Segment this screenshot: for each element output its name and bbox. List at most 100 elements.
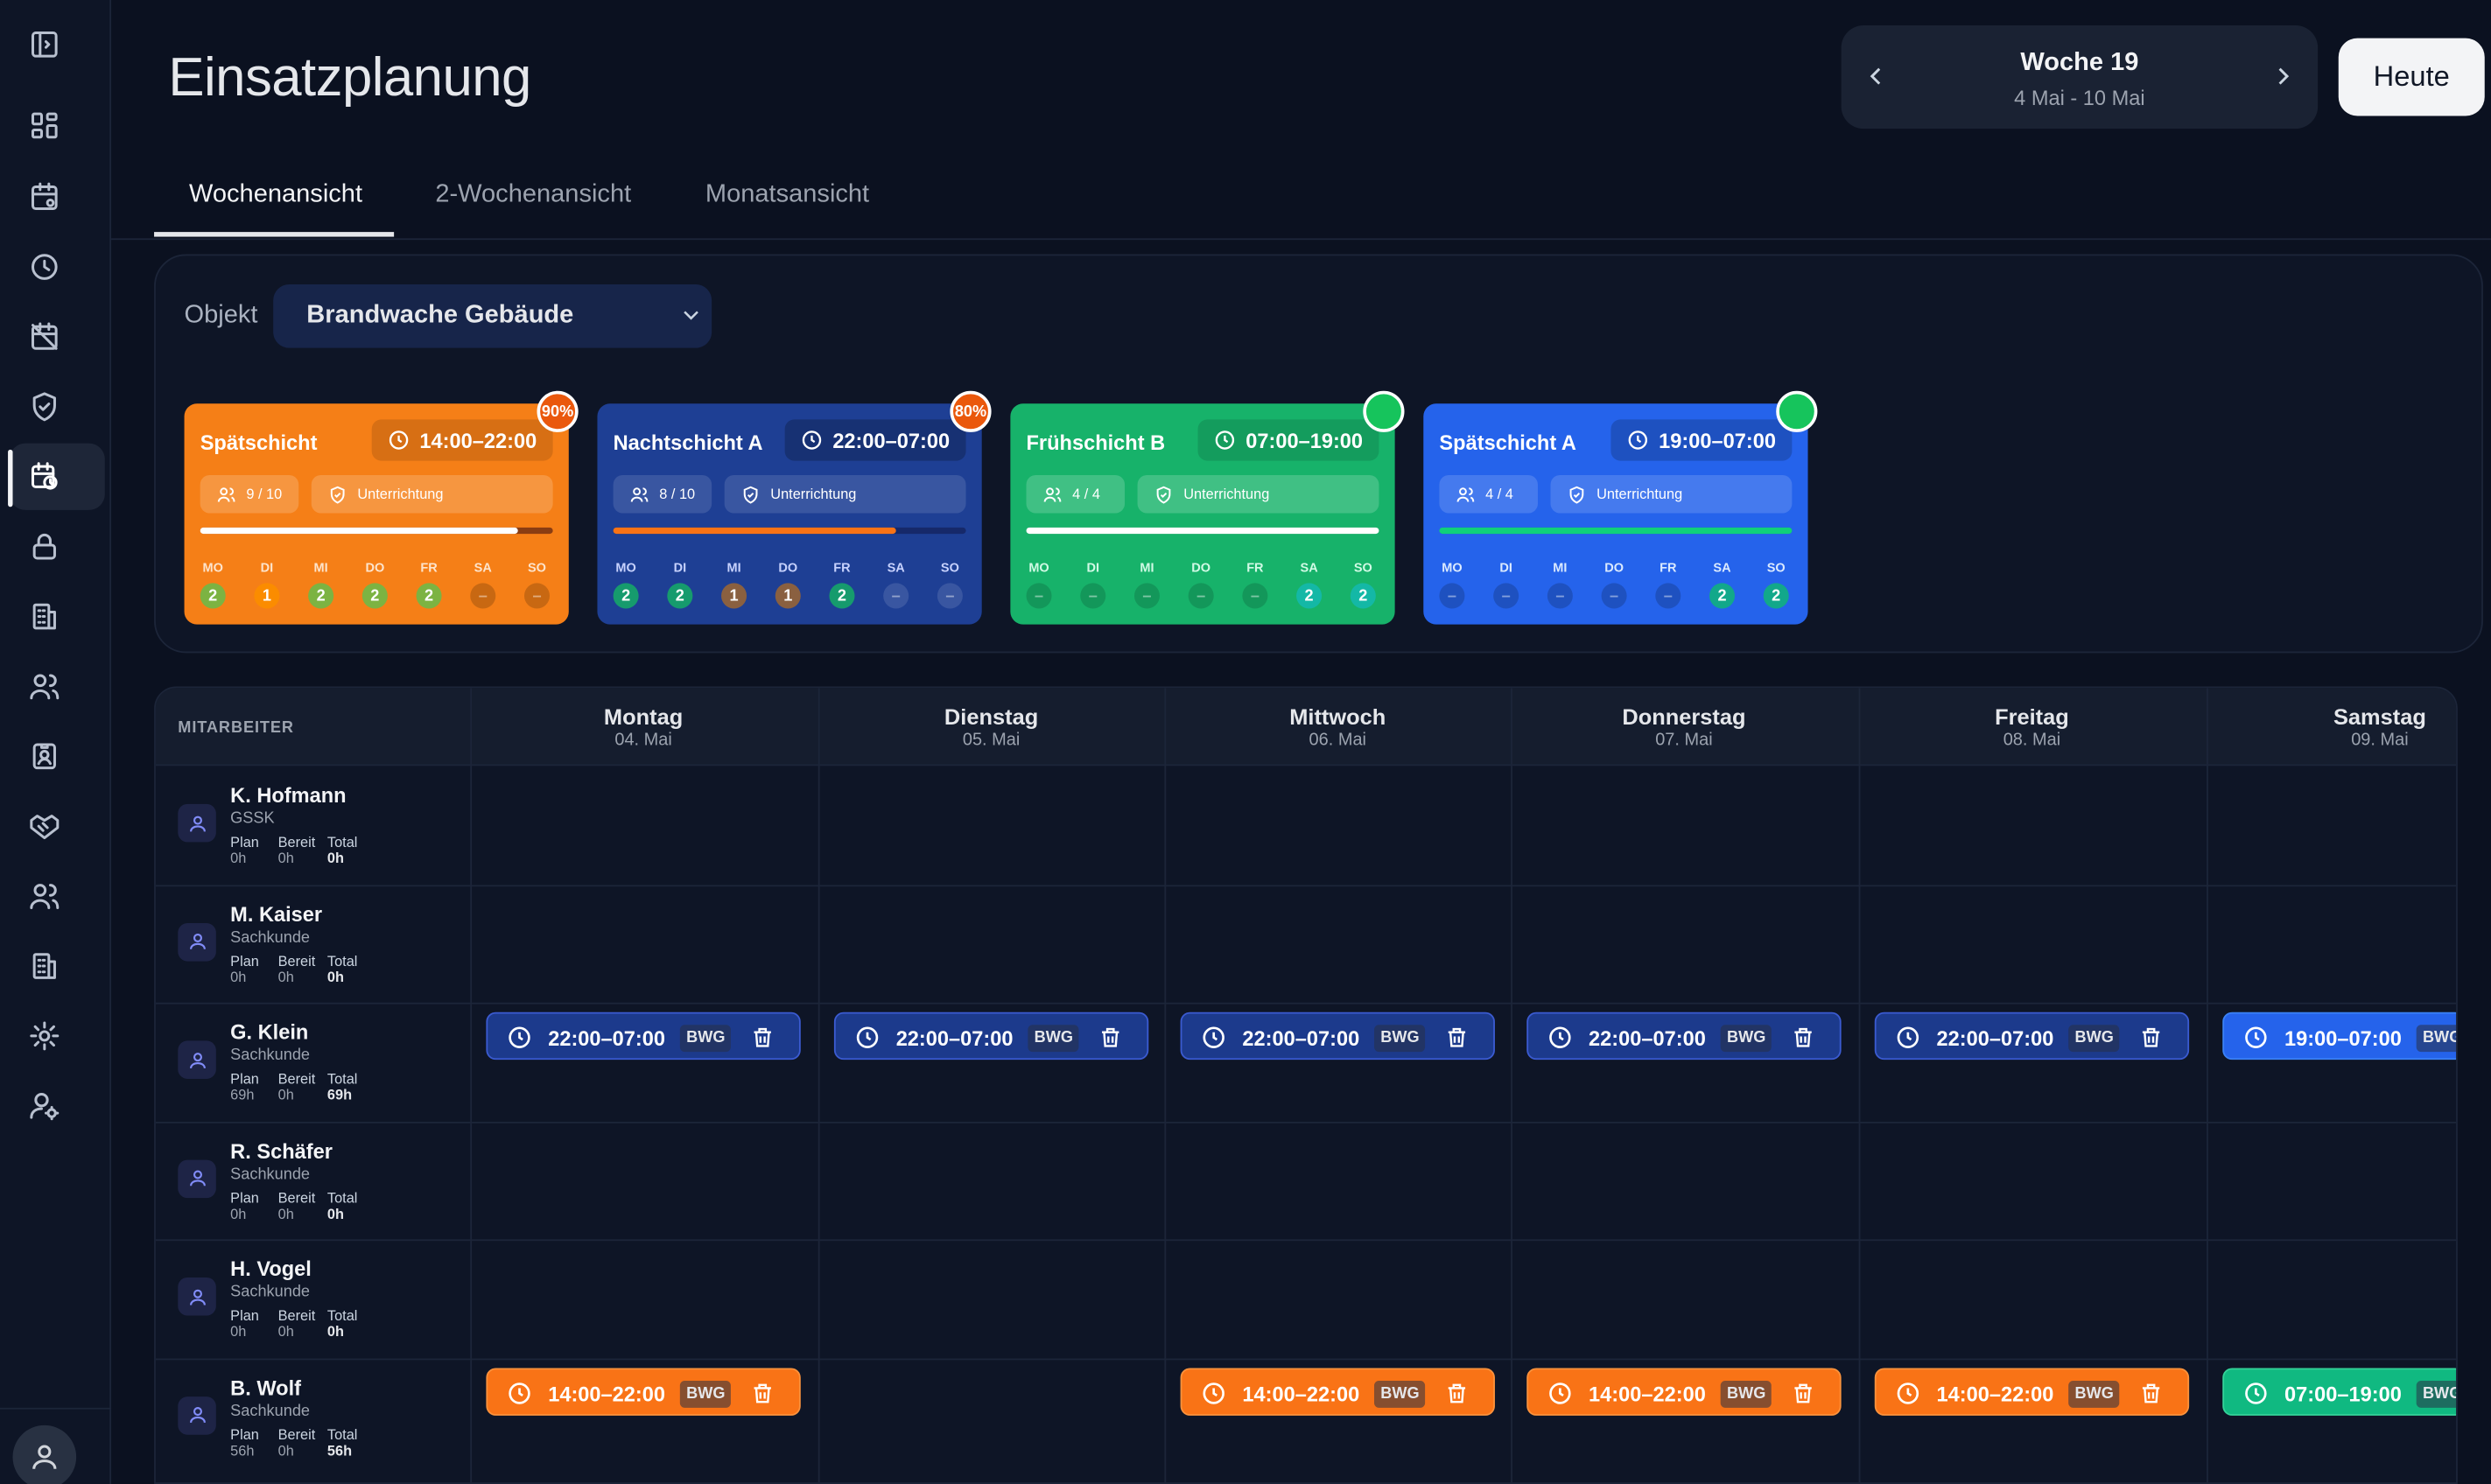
shift-assignment-chip[interactable]: 07:00–19:00 BWG	[2222, 1367, 2457, 1416]
chevron-left-icon	[1870, 67, 1881, 85]
stat-value: 0h	[230, 1205, 247, 1222]
day-label: DI	[1499, 560, 1512, 576]
day-staff-count: –	[470, 583, 496, 609]
trash-icon[interactable]	[1791, 1380, 1816, 1405]
employee-name[interactable]: H. Vogel	[230, 1256, 312, 1281]
shield-check-icon	[32, 392, 56, 422]
day-label: MO	[1442, 560, 1463, 576]
employee-name[interactable]: M. Kaiser	[230, 901, 323, 926]
shift-assignment-chip[interactable]: 22:00–07:00 BWG	[833, 1012, 1149, 1060]
shift-card[interactable]: Nachtschicht A 22:00–07:00 80% 8 / 10 Unterr…	[597, 390, 992, 625]
shift-card[interactable]: Spätschicht 14:00–22:00 90% 9 / 10 Unterrich…	[184, 390, 579, 625]
trash-icon[interactable]	[1098, 1025, 1123, 1050]
object-select[interactable]: Brandwache Gebäude	[273, 284, 712, 348]
sidebar-item-calendar-settings[interactable]	[22, 175, 67, 220]
employee-stat-ready: Bereit 0h	[278, 1307, 316, 1339]
tab-month-view[interactable]: Monatsansicht	[705, 181, 870, 208]
staff-count: 4 / 4	[1072, 486, 1100, 502]
shift-assignment-chip[interactable]: 19:00–07:00 BWG	[2222, 1012, 2457, 1060]
shift-assignment-chip[interactable]: 14:00–22:00 BWG	[1874, 1367, 2190, 1416]
shield-check-icon	[1569, 485, 1584, 503]
stat-value: 0h	[326, 1205, 344, 1222]
shift-assignment-chip[interactable]: 14:00–22:00 BWG	[1526, 1367, 1842, 1416]
employee-name[interactable]: B. Wolf	[230, 1375, 302, 1399]
employee-name[interactable]: G. Klein	[230, 1019, 309, 1045]
sidebar-item-handshake[interactable]	[22, 804, 67, 849]
day-name: Montag	[603, 704, 684, 730]
day-staff-count: –	[1655, 583, 1681, 609]
briefing-pill[interactable]: Unterrichtung	[1137, 474, 1379, 514]
day-label: DO	[1191, 560, 1211, 576]
day-staff-count: 1	[775, 583, 801, 609]
sidebar-item-office-building[interactable]	[22, 944, 67, 989]
trash-icon[interactable]	[2138, 1380, 2164, 1405]
user-avatar[interactable]	[12, 1424, 77, 1484]
day-column-header: Montag 04. Mai	[470, 704, 817, 750]
employee-name[interactable]: K. Hofmann	[230, 783, 347, 808]
stat-label: Plan	[230, 1189, 259, 1206]
stat-value: 0h	[277, 968, 294, 984]
sidebar-active-indicator	[8, 449, 13, 508]
sidebar-item-team[interactable]	[22, 874, 67, 919]
briefing-pill[interactable]: Unterrichtung	[724, 474, 966, 514]
trash-icon[interactable]	[1791, 1025, 1816, 1050]
employee-avatar	[178, 1277, 216, 1316]
stat-label: Bereit	[277, 1307, 316, 1324]
day-label: FR	[420, 560, 438, 576]
employee-stat-total: Total 0h	[327, 953, 358, 984]
next-week-button[interactable]	[2263, 57, 2302, 95]
coverage-progress	[1439, 527, 1793, 535]
shift-assignment-chip[interactable]: 14:00–22:00 BWG	[1180, 1367, 1495, 1416]
trash-icon[interactable]	[750, 1025, 775, 1050]
sidebar-item-clock[interactable]	[22, 245, 67, 290]
day-label: DI	[1086, 560, 1100, 576]
prev-week-button[interactable]	[1857, 57, 1896, 95]
sidebar-item-user-settings[interactable]	[22, 1083, 67, 1128]
sidebar-item-id-card[interactable]	[22, 734, 67, 779]
shift-assignment-chip[interactable]: 14:00–22:00 BWG	[486, 1367, 801, 1416]
user-icon	[189, 1052, 206, 1068]
shift-assignment-chip[interactable]: 22:00–07:00 BWG	[1874, 1012, 2190, 1060]
sidebar-item-shield-check[interactable]	[22, 384, 67, 429]
sidebar-item-users[interactable]	[22, 664, 67, 709]
day-name: Samstag	[2333, 704, 2426, 730]
calendar-clock-icon	[32, 462, 58, 490]
stat-value: 0h	[277, 850, 294, 866]
assignment-tag: BWG	[1720, 1025, 1772, 1053]
shift-assignment-chip[interactable]: 22:00–07:00 BWG	[1526, 1012, 1842, 1060]
briefing-pill[interactable]: Unterrichtung	[311, 474, 553, 514]
stat-label: Plan	[230, 952, 259, 969]
sidebar-item-panel-toggle[interactable]	[22, 22, 67, 66]
sidebar-item-calendar-clock[interactable]	[22, 454, 67, 499]
assignment-time: 22:00–07:00	[1242, 1026, 1360, 1051]
day-label: MI	[726, 560, 741, 576]
sidebar-item-dashboard-grid[interactable]	[22, 103, 67, 148]
coverage-progress-fill	[200, 527, 518, 535]
coverage-progress	[1026, 527, 1379, 535]
assignment-tag: BWG	[679, 1025, 732, 1053]
today-button[interactable]: Heute	[2338, 38, 2485, 116]
sidebar-item-lock[interactable]	[22, 524, 67, 569]
trash-icon[interactable]	[2138, 1025, 2164, 1050]
shift-card[interactable]: Spätschicht A 19:00–07:00 4 / 4 Unterrichtu…	[1423, 390, 1818, 625]
trash-icon[interactable]	[1444, 1025, 1470, 1050]
briefing-pill[interactable]: Unterrichtung	[1550, 474, 1793, 514]
shift-assignment-chip[interactable]: 22:00–07:00 BWG	[1180, 1012, 1495, 1060]
trash-icon[interactable]	[1444, 1380, 1470, 1405]
sidebar-item-calendar-off[interactable]	[22, 315, 67, 360]
shift-assignment-chip[interactable]: 22:00–07:00 BWG	[486, 1012, 801, 1060]
trash-icon[interactable]	[750, 1380, 775, 1405]
shift-card[interactable]: Frühschicht B 07:00–19:00 4 / 4 Unterrichtu…	[1010, 390, 1405, 625]
stat-label: Total	[326, 1307, 358, 1324]
shift-name: Spätschicht	[200, 430, 318, 455]
tab-two-week-view[interactable]: 2-Wochenansicht	[435, 181, 632, 208]
employee-name[interactable]: R. Schäfer	[230, 1138, 333, 1163]
clock-icon	[856, 1026, 879, 1048]
tab-week-view[interactable]: Wochenansicht	[188, 181, 363, 208]
day-column-header: Freitag 08. Mai	[1859, 704, 2206, 750]
sidebar-item-building[interactable]	[22, 594, 67, 639]
briefing-label: Unterrichtung	[770, 486, 857, 502]
employee-avatar	[178, 803, 216, 843]
day-staff-count: –	[1080, 583, 1106, 609]
sidebar-item-gear[interactable]	[22, 1014, 67, 1059]
